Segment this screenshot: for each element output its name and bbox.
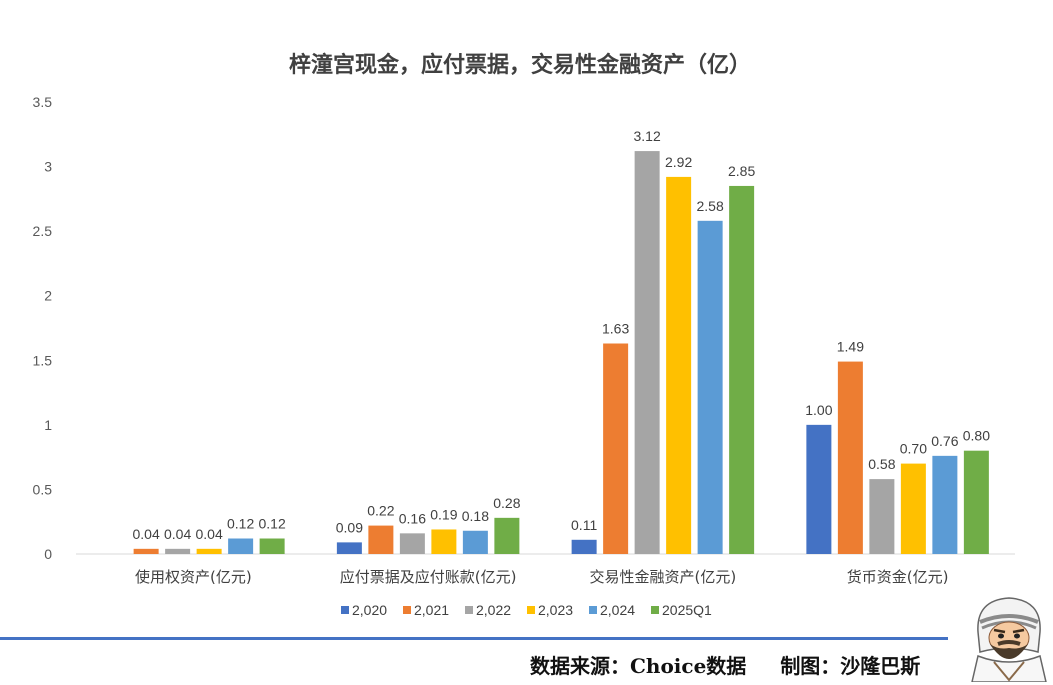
data-label: 0.04 [164,526,191,542]
bar [399,533,425,554]
bar [932,455,958,554]
y-tick-label: 0.5 [33,481,53,497]
bar [228,538,254,554]
legend-label: 2,023 [538,602,573,618]
data-label: 1.49 [837,339,864,355]
data-label: 0.04 [133,526,160,542]
bar [900,463,926,554]
legend-label: 2,020 [352,602,387,618]
bar [837,361,863,554]
y-tick-label: 1 [44,417,52,433]
data-label: 0.16 [399,510,426,526]
legend-label: 2,021 [414,602,449,618]
data-label: 2.85 [728,163,755,179]
data-label: 2.58 [697,198,724,214]
data-label: 0.11 [571,517,597,533]
data-label: 0.76 [931,433,958,449]
legend-label: 2,022 [476,602,511,618]
data-source: 数据来源：Choice数据 [530,654,747,678]
x-tick-label: 货币资金(亿元) [847,568,949,586]
bar [368,525,394,554]
y-tick-label: 3 [44,159,52,175]
data-label: 0.58 [868,456,895,472]
legend: 2,020 2,021 2,022 2,023 2,024 2025Q1 [341,602,712,618]
data-label: 0.28 [493,495,520,511]
bar [431,529,457,554]
bar [571,539,597,554]
chart-credit: 制图：沙隆巴斯 [780,654,921,678]
bearded-man-mascot-icon [971,597,1047,682]
bar [259,538,285,554]
bar [697,220,723,554]
x-tick-label: 交易性金融资产(亿元) [590,568,737,586]
data-label: 0.04 [196,526,223,542]
y-tick-label: 0 [44,546,52,562]
y-tick-label: 2.5 [33,223,53,239]
data-label: 0.12 [259,516,286,532]
legend-swatch [651,606,659,614]
data-label: 0.70 [900,441,927,457]
bar [336,542,362,554]
bar [963,450,989,554]
bar [462,530,488,554]
x-axis-labels: 使用权资产(亿元) 应付票据及应付账款(亿元) 交易性金融资产(亿元) 货币资金(亿元… [135,568,948,586]
bar [634,151,660,554]
legend-swatch [403,606,411,614]
bar [869,479,895,554]
chart-title: 梓潼宫现金，应付票据，交易性金融资产（亿） [289,52,751,78]
y-tick-label: 3.5 [33,94,53,110]
data-label: 2.92 [665,154,692,170]
bar [666,176,692,554]
data-label: 0.09 [336,519,363,535]
legend-swatch [589,606,597,614]
data-label: 0.19 [430,506,457,522]
bar [806,424,832,554]
data-label: 3.12 [634,128,661,144]
y-tick-label: 2 [44,288,52,304]
bar [133,548,159,554]
x-tick-label: 使用权资产(亿元) [135,568,252,586]
bars-group: 0.09 0.11 1.00 0.04 0.22 1.63 1.49 0.04 0.16 3.12… [133,128,990,554]
legend-swatch [341,606,349,614]
data-label: 0.80 [963,428,990,444]
bar [165,548,191,554]
data-label: 0.18 [462,508,489,524]
x-tick-label: 应付票据及应付账款(亿元) [340,568,517,586]
bar [603,343,629,554]
legend-label: 2025Q1 [662,602,712,618]
bar [196,548,222,554]
data-label: 1.00 [805,402,832,418]
y-tick-label: 1.5 [33,352,53,368]
bar [729,185,755,554]
data-label: 1.63 [602,320,629,336]
bar [494,517,520,554]
data-label: 0.22 [367,503,394,519]
footer: 数据来源：Choice数据 制图：沙隆巴斯 [530,650,954,679]
data-label: 0.12 [227,516,254,532]
legend-label: 2,024 [600,602,635,618]
footer-divider [0,637,948,640]
legend-swatch [527,606,535,614]
legend-swatch [465,606,473,614]
y-axis: 0 0.5 1 1.5 2 2.5 3 3.5 [33,94,53,562]
